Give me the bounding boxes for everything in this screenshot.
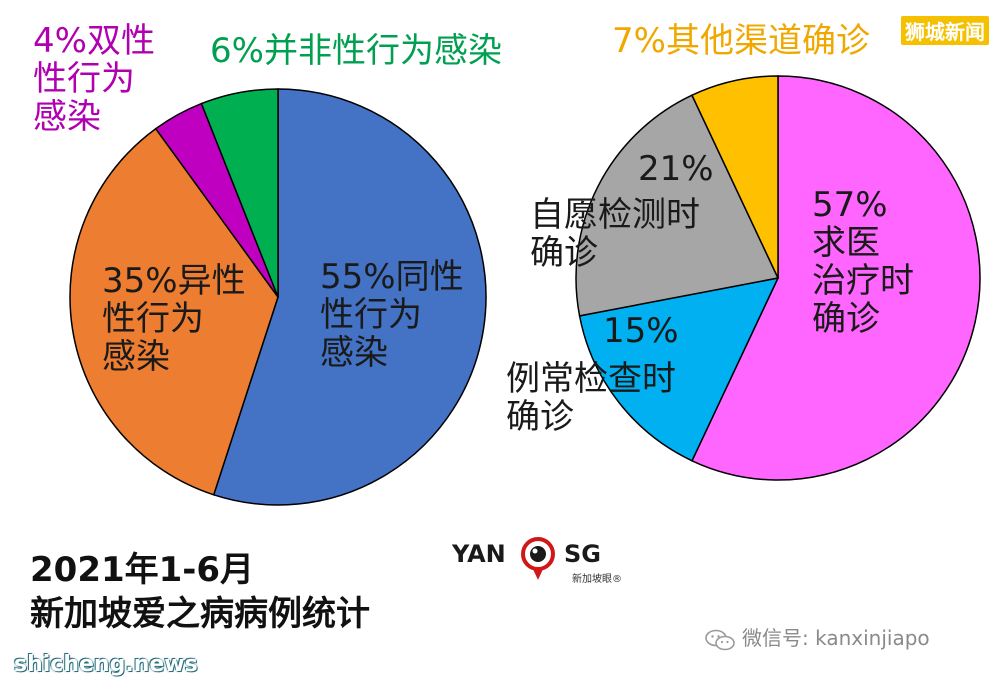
slice-label-medical: 57% 求医 治疗时 确诊 — [812, 185, 914, 340]
watermark-bottom: shicheng.news — [14, 652, 198, 677]
annotation-voluntary: 自愿检测时 确诊 — [530, 195, 700, 274]
wechat-text: 微信号: kanxinjiapo — [742, 626, 930, 650]
slice-heterosexual — [69, 127, 279, 496]
title-line-2: 新加坡爱之病病例统计 — [30, 594, 370, 635]
slice-homosexual — [212, 88, 487, 506]
annotation-routine: 例常检查时 确诊 — [506, 359, 676, 438]
slice-medical — [690, 75, 981, 481]
slice-label-voluntary-pct: 21% — [638, 149, 714, 189]
slice-label-homosexual: 55%同性 性行为 感染 — [320, 257, 464, 374]
eye-logo-icon — [521, 537, 555, 580]
slice-label-bisexual: 4%双性 性行为 感染 — [33, 21, 155, 138]
logo-subtext: 新加坡眼® — [572, 574, 622, 585]
yansg-logo: YAN SG 新加坡眼® — [452, 534, 622, 589]
logo-text-left: YAN — [452, 540, 506, 568]
slice-label-non-sexual: 6%并非性行为感染 — [210, 31, 502, 71]
slice-other — [690, 75, 779, 279]
slice-non-sexual — [200, 88, 279, 298]
chart-title: 2021年1-6月 新加坡爱之病病例统计 — [30, 548, 370, 636]
slice-label-heterosexual: 35%异性 性行为 感染 — [102, 261, 246, 378]
watermark-top: 狮城新闻 — [901, 16, 989, 45]
wechat-id: 微信号: kanxinjiapo — [704, 622, 930, 651]
slice-routine — [578, 276, 780, 462]
title-line-1: 2021年1-6月 — [30, 550, 255, 590]
slice-voluntary — [575, 94, 780, 317]
pie-chart-infection-route — [69, 88, 487, 506]
wechat-icon — [705, 629, 735, 650]
slice-label-other: 7%其他渠道确诊 — [612, 21, 870, 61]
logo-text-right: SG — [564, 540, 601, 568]
slice-label-routine-pct: 15% — [603, 311, 679, 351]
pie-chart-diagnosis-channel — [575, 75, 981, 481]
